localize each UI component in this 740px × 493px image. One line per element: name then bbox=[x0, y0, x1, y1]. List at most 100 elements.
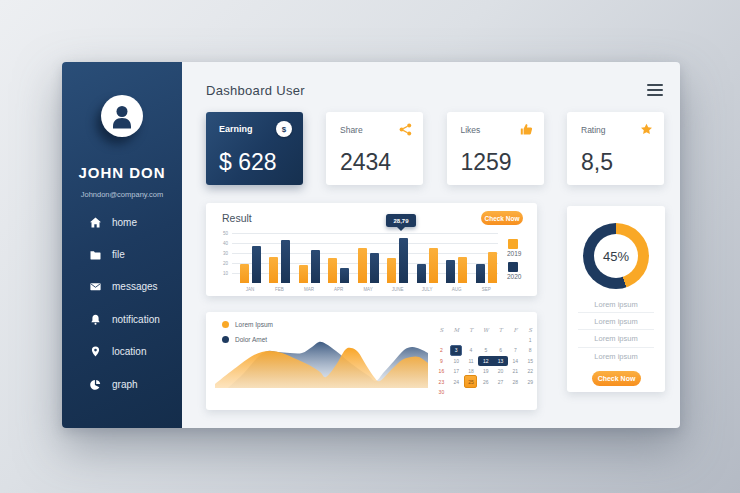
calendar-day[interactable]: 25 bbox=[464, 376, 479, 386]
stat-value: 2434 bbox=[340, 149, 391, 176]
calendar-day[interactable]: 10 bbox=[449, 356, 464, 366]
donut-chart: 45% bbox=[583, 223, 649, 289]
calendar: SMTWTFS123456789101112131415161718192021… bbox=[434, 324, 538, 397]
calendar-day[interactable]: 11 bbox=[464, 356, 479, 366]
bar-may-2020 bbox=[370, 253, 379, 283]
calendar-weekday: T bbox=[464, 324, 479, 335]
calendar-day[interactable]: 26 bbox=[478, 376, 493, 386]
calendar-day[interactable]: 22 bbox=[523, 366, 538, 376]
calendar-day[interactable]: 23 bbox=[434, 376, 449, 386]
result-title: Result bbox=[222, 212, 252, 224]
calendar-day[interactable]: 19 bbox=[478, 366, 493, 376]
bar-feb-2020 bbox=[281, 240, 290, 283]
calendar-day bbox=[493, 387, 508, 397]
y-axis-label: 20 bbox=[212, 261, 228, 266]
calendar-day[interactable]: 21 bbox=[508, 366, 523, 376]
stat-label: Likes bbox=[461, 125, 481, 135]
bar-aug-2020 bbox=[446, 260, 455, 283]
notification-icon bbox=[89, 313, 101, 325]
calendar-weekday: M bbox=[449, 324, 464, 335]
calendar-day[interactable]: 28 bbox=[508, 376, 523, 386]
bar-sep-2020 bbox=[476, 264, 485, 283]
calendar-day[interactable]: 12 bbox=[478, 356, 493, 367]
stat-card-rating: Rating 8,5 bbox=[567, 112, 664, 185]
calendar-day[interactable]: 24 bbox=[449, 376, 464, 386]
messages-icon bbox=[89, 281, 101, 293]
avatar bbox=[101, 95, 143, 137]
x-axis-label: JAN bbox=[236, 287, 264, 292]
calendar-day[interactable]: 27 bbox=[493, 376, 508, 386]
bar-apr-2020 bbox=[340, 268, 349, 283]
dashboard-card: JOHN DON Johndon@company.com home file m… bbox=[62, 62, 680, 428]
sidebar-item-file[interactable]: file bbox=[62, 238, 182, 270]
legend-label: Lorem Ipsum bbox=[235, 321, 273, 328]
share-icon bbox=[399, 122, 412, 135]
gridline bbox=[232, 243, 498, 244]
calendar-day[interactable]: 15 bbox=[523, 356, 538, 366]
sidebar-item-graph[interactable]: graph bbox=[62, 368, 182, 400]
calendar-day[interactable]: 7 bbox=[508, 345, 523, 355]
bar-jan-2020 bbox=[252, 246, 261, 283]
calendar-day bbox=[478, 387, 493, 397]
list-item: Lorem ipsum bbox=[578, 313, 654, 330]
calendar-day[interactable]: 29 bbox=[523, 376, 538, 386]
x-axis-label: APR bbox=[325, 287, 353, 292]
sidebar-item-label: graph bbox=[112, 379, 138, 390]
list-item: Lorem ipsum bbox=[578, 330, 654, 347]
calendar-day[interactable]: 4 bbox=[464, 345, 479, 355]
calendar-day[interactable]: 5 bbox=[478, 345, 493, 355]
calendar-day[interactable]: 8 bbox=[523, 345, 538, 355]
bar-june-2020 bbox=[399, 238, 408, 283]
sidebar-item-location[interactable]: location bbox=[62, 336, 182, 368]
sidebar-item-home[interactable]: home bbox=[62, 206, 182, 238]
calendar-weekday: S bbox=[523, 324, 538, 335]
stat-value: 1259 bbox=[461, 149, 512, 176]
calendar-day[interactable]: 3 bbox=[449, 345, 464, 355]
legend-swatch bbox=[508, 239, 518, 249]
calendar-day[interactable]: 16 bbox=[434, 366, 449, 376]
bar-aug-2019 bbox=[458, 257, 467, 283]
earning-label: Earning bbox=[219, 124, 253, 134]
calendar-day[interactable]: 20 bbox=[493, 366, 508, 376]
stat-card-share: Share 2434 bbox=[326, 112, 423, 185]
calendar-day[interactable]: 30 bbox=[434, 387, 449, 397]
calendar-day[interactable]: 13 bbox=[493, 356, 508, 367]
calendar-day bbox=[449, 335, 464, 345]
calendar-day bbox=[508, 387, 523, 397]
sidebar-item-label: messages bbox=[112, 281, 158, 292]
bar-feb-2019 bbox=[269, 257, 278, 283]
summary-card: 45% Lorem ipsumLorem ipsumLorem ipsumLor… bbox=[567, 206, 665, 392]
calendar-day[interactable]: 2 bbox=[434, 345, 449, 355]
sidebar-item-notification[interactable]: notification bbox=[62, 303, 182, 335]
check-now-button[interactable]: Check Now bbox=[481, 211, 523, 225]
sidebar-menu: home file messages notification location… bbox=[62, 206, 182, 400]
user-email: Johndon@company.com bbox=[62, 190, 182, 199]
calendar-day bbox=[508, 335, 523, 345]
calendar-day[interactable]: 14 bbox=[508, 356, 523, 366]
stat-card-likes: Likes 1259 bbox=[447, 112, 544, 185]
y-axis-label: 40 bbox=[212, 241, 228, 246]
calendar-day[interactable]: 6 bbox=[493, 345, 508, 355]
hamburger-menu-icon[interactable] bbox=[647, 84, 663, 99]
legend-label: 2020 bbox=[507, 273, 521, 280]
file-icon bbox=[89, 249, 101, 261]
sidebar: JOHN DON Johndon@company.com home file m… bbox=[62, 62, 182, 428]
sidebar-item-label: file bbox=[112, 249, 125, 260]
calendar-selected-day: 3 bbox=[450, 345, 462, 357]
location-icon bbox=[89, 346, 101, 358]
sidebar-item-messages[interactable]: messages bbox=[62, 271, 182, 303]
bar-june-2019 bbox=[387, 258, 396, 283]
calendar-day bbox=[434, 335, 449, 345]
x-axis-label: JULY bbox=[413, 287, 441, 292]
calendar-day bbox=[523, 387, 538, 397]
tooltip-value: 28,79 bbox=[393, 218, 408, 224]
check-now-button[interactable]: Check Now bbox=[592, 371, 641, 386]
calendar-day[interactable]: 1 bbox=[523, 335, 538, 345]
calendar-day[interactable]: 9 bbox=[434, 356, 449, 366]
calendar-day[interactable]: 17 bbox=[449, 366, 464, 376]
bar-apr-2019 bbox=[328, 258, 337, 283]
stat-value: 8,5 bbox=[581, 149, 613, 176]
area-chart bbox=[214, 339, 430, 389]
activity-panel: Lorem Ipsum Dolor Amet SMTWTFS1234567891… bbox=[206, 312, 537, 410]
list-item: Lorem ipsum bbox=[578, 348, 654, 365]
